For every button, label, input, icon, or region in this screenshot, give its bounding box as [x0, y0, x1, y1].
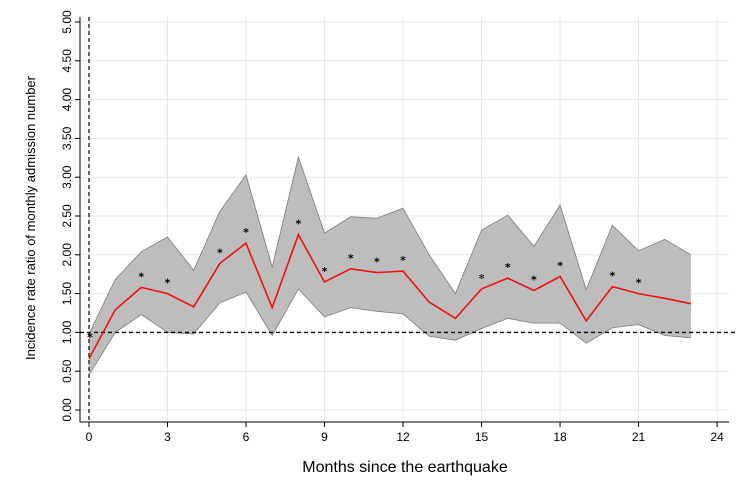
- irr-line: [88, 232, 692, 360]
- significance-star-month-5: *: [217, 246, 223, 259]
- x-tick-label-21: 21: [632, 430, 646, 444]
- x-tick-label-12: 12: [396, 430, 410, 444]
- x-tick-label-6: 6: [243, 430, 250, 444]
- significance-star-month-9: *: [322, 265, 328, 278]
- x-tick-label-9: 9: [321, 430, 328, 444]
- significance-star-month-3: *: [165, 277, 171, 290]
- y-tick-label-5.00: 5.00: [60, 10, 74, 34]
- ci-lower-line: [88, 288, 691, 376]
- significance-star-month-10: *: [348, 252, 354, 265]
- y-axis-title: Incidence rate ratio of monthly admissio…: [23, 75, 38, 360]
- x-tick-label-15: 15: [475, 430, 489, 444]
- x-tick-label-18: 18: [553, 430, 567, 444]
- significance-star-month-21: *: [636, 277, 642, 290]
- significance-star-month-15: *: [479, 272, 485, 285]
- reference-lines: [80, 17, 735, 422]
- y-tick-label-4.00: 4.00: [60, 88, 74, 112]
- significance-star-month-18: *: [557, 260, 563, 273]
- significance-star-month-0: *: [87, 331, 93, 344]
- y-tick-label-0.50: 0.50: [60, 359, 74, 383]
- significance-star-month-17: *: [531, 274, 537, 287]
- ci-band-area: [89, 157, 691, 376]
- significance-star-month-16: *: [505, 261, 511, 274]
- series-lines: [88, 232, 692, 360]
- significance-star-month-11: *: [374, 256, 380, 269]
- significance-star-month-8: *: [296, 218, 302, 231]
- confidence-band: [88, 155, 692, 376]
- significance-star-month-2: *: [138, 270, 144, 283]
- y-tick-label-3.00: 3.00: [60, 165, 74, 189]
- axes: 0.00 0.50 1.00 1.50 2.00 2.50 3.00 3.50 4.00 4.50…: [60, 10, 729, 444]
- significance-markers: * * * * * * * * * * * * * * * *: [87, 218, 642, 344]
- x-tick-label-24: 24: [710, 430, 724, 444]
- y-tick-label-2.50: 2.50: [60, 204, 74, 228]
- x-tick-label-3: 3: [164, 430, 171, 444]
- significance-star-month-20: *: [610, 270, 616, 283]
- y-tick-label-4.50: 4.50: [60, 49, 74, 73]
- y-tick-label-2.00: 2.00: [60, 243, 74, 267]
- y-tick-label-1.50: 1.50: [60, 282, 74, 306]
- x-tick-label-0: 0: [86, 430, 93, 444]
- significance-star-month-12: *: [400, 254, 406, 267]
- ci-upper-line: [88, 155, 692, 335]
- y-tick-label-0.00: 0.00: [60, 398, 74, 422]
- significance-star-month-6: *: [243, 226, 249, 239]
- x-axis-title: Months since the earthquake: [302, 459, 508, 476]
- y-tick-label-1.00: 1.00: [60, 320, 74, 344]
- y-tick-label-3.50: 3.50: [60, 126, 74, 150]
